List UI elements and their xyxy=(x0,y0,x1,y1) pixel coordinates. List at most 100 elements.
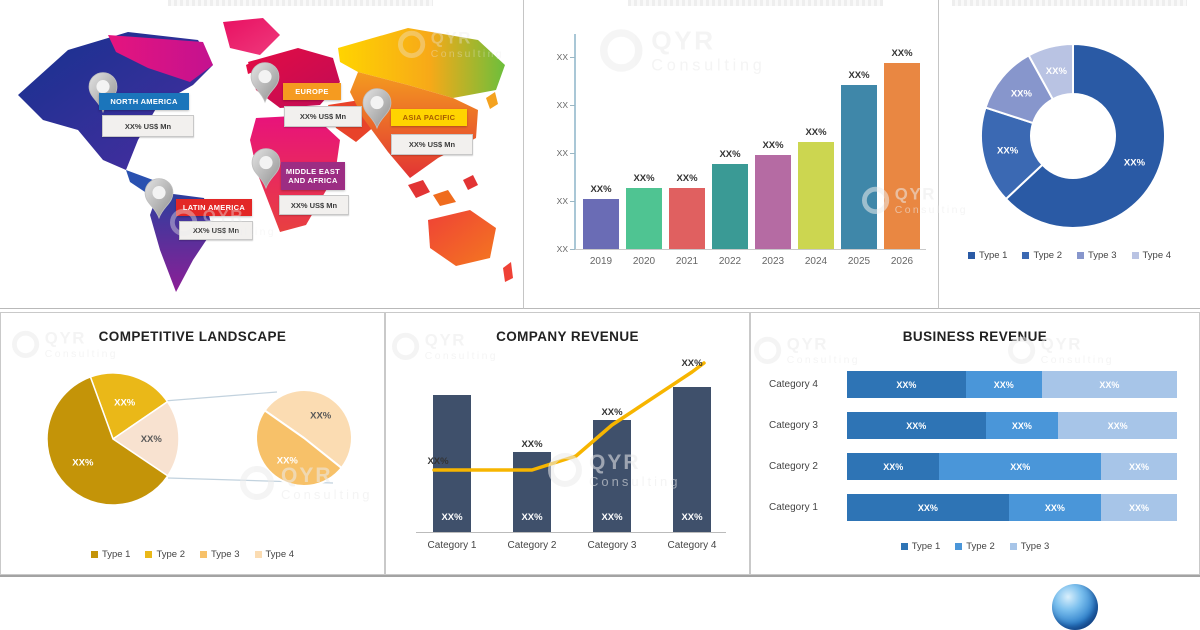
pie-slice xyxy=(46,376,169,506)
competitive-legend-item: Type 2 xyxy=(145,549,185,560)
stacked-bar-segment: XX% xyxy=(847,494,1009,521)
donut-legend-item: Type 1 xyxy=(967,250,1008,261)
yearly-bar-chart: XX XX XX XX XX XX% 2019 XX% 2020 XX% 2021 XX% 2022 XX… xyxy=(524,0,939,309)
y-axis-category-label: Category 3 xyxy=(769,420,818,431)
competitive-legend-swatch xyxy=(145,551,153,558)
bar xyxy=(755,155,791,249)
bar-data-label: XX% xyxy=(681,512,703,523)
region-name-label: NORTH AMERICA xyxy=(99,93,189,110)
business-legend-label: Type 2 xyxy=(966,541,995,552)
donut-data-label: XX% xyxy=(1124,158,1146,169)
y-tick-mark xyxy=(570,153,575,154)
bar-data-label: XX% xyxy=(891,48,913,59)
world-map-graphic xyxy=(18,18,513,292)
region-name-label: EUROPE xyxy=(283,83,341,100)
business-legend-label: Type 3 xyxy=(1020,541,1050,552)
stacked-bar-segment: XX% xyxy=(1058,412,1177,439)
donut-legend-swatch xyxy=(1131,252,1139,259)
pie-slice xyxy=(255,409,343,487)
line-data-label: XX% xyxy=(681,358,703,369)
y-tick-mark xyxy=(570,201,575,202)
region-value-label: XX% US$ Mn xyxy=(102,115,194,137)
donut-legend-label: Type 4 xyxy=(1142,250,1172,261)
region-value-label: XX% US$ Mn xyxy=(179,221,253,240)
x-axis-category-label: 2026 xyxy=(890,256,914,267)
bar-data-label: XX% xyxy=(719,149,741,160)
competitive-landscape-title: COMPETITIVE LANDSCAPE xyxy=(98,329,287,344)
y-tick-mark xyxy=(570,249,575,250)
panel-business-revenue: BUSINESS REVENUE Category 4 XX% XX% XX% Cate… xyxy=(750,312,1200,575)
competitive-legend-label: Type 4 xyxy=(265,549,295,560)
donut-legend-label: Type 1 xyxy=(978,250,1008,261)
stacked-bar-row: XX% XX% XX% xyxy=(847,453,1177,480)
donut-data-label: XX% xyxy=(997,146,1019,157)
region-value-label: XX% US$ Mn xyxy=(284,106,362,127)
pie-data-label: XX% xyxy=(310,411,332,422)
competitive-legend-item: Type 1 xyxy=(90,549,131,560)
bar xyxy=(798,142,834,249)
bar-data-label: XX% xyxy=(676,173,698,184)
pie-slice xyxy=(111,400,180,477)
x-axis-category-label: 2024 xyxy=(804,256,828,267)
x-axis-category-label: 2023 xyxy=(761,256,785,267)
x-axis-category-label: 2019 xyxy=(589,256,613,267)
trend-line xyxy=(432,361,706,472)
bar-data-label: XX% xyxy=(590,184,612,195)
x-axis-category-label: 2020 xyxy=(632,256,656,267)
region-value-label: XX% US$ Mn xyxy=(279,195,349,215)
pie-data-label: XX% xyxy=(72,458,94,469)
competitive-legend-swatch xyxy=(254,551,262,558)
region-name-label: LATIN AMERICA xyxy=(176,199,252,216)
bar xyxy=(841,85,877,249)
stacked-bar-segment: XX% xyxy=(847,371,966,398)
donut-legend-swatch xyxy=(1077,252,1084,259)
business-legend-swatch xyxy=(900,543,908,550)
x-axis-category-label: 2022 xyxy=(718,256,742,267)
bottom-divider xyxy=(0,575,1200,577)
stacked-bar-row: XX% XX% XX% xyxy=(847,371,1177,398)
stacked-bar-segment: XX% xyxy=(1101,494,1177,521)
competitive-legend-label: Type 1 xyxy=(101,549,131,560)
donut-segment xyxy=(1027,42,1074,101)
location-pin-icon xyxy=(251,148,281,190)
y-tick-mark xyxy=(570,105,575,106)
stacked-bar-row: XX% XX% XX% xyxy=(847,494,1177,521)
location-pin-icon xyxy=(250,62,280,104)
donut-data-label: XX% xyxy=(1046,66,1068,77)
donut-legend-item: Type 4 xyxy=(1131,250,1172,261)
company-revenue-chart: XX% Category 1 XX% Category 2 XX% Category 3 X… xyxy=(386,313,751,576)
y-axis-category-label: Category 1 xyxy=(769,502,818,513)
location-pin-icon xyxy=(144,178,174,220)
line-data-label: XX% xyxy=(601,407,623,418)
panel-regional-map: NORTH AMERICA XX% US$ Mn EUROPE XX% US$ Mn A… xyxy=(0,0,524,309)
stacked-bar-segment: XX% xyxy=(1101,453,1177,480)
bar-data-label: XX% xyxy=(805,127,827,138)
bar-data-label: XX% xyxy=(633,173,655,184)
pie-data-label: XX% xyxy=(114,398,136,409)
stacked-bar-segment: XX% xyxy=(1008,494,1102,521)
bar-data-label: XX% xyxy=(601,512,623,523)
donut-legend-label: Type 3 xyxy=(1088,250,1117,261)
pie-slice xyxy=(263,388,353,470)
business-legend-label: Type 1 xyxy=(911,541,941,552)
x-axis-category-label: Category 3 xyxy=(587,540,637,551)
donut-legend: Type 1 Type 2 Type 3 Type 4 xyxy=(939,250,1200,261)
donut-legend-item: Type 3 xyxy=(1077,250,1117,261)
pie-of-pie-chart: XX% XX% XX% XX% XX% xyxy=(46,372,353,506)
stacked-bar-segment: XX% xyxy=(985,412,1059,439)
x-axis-category-label: 2021 xyxy=(675,256,699,267)
business-legend: Type 1 Type 2 Type 3 xyxy=(751,541,1199,552)
stacked-bar-row: XX% XX% XX% xyxy=(847,412,1177,439)
stacked-bar-segment: XX% xyxy=(939,453,1102,480)
stacked-bar-segment: XX% xyxy=(847,412,986,439)
type-share-donut-chart: XX% XX% XX% XX% xyxy=(980,42,1166,229)
competitive-legend-swatch xyxy=(200,551,207,558)
stacked-bar-segment: XX% xyxy=(965,371,1042,398)
y-tick-label: XX xyxy=(556,244,568,254)
stacked-bar-segment: XX% xyxy=(847,453,940,480)
region-name-label: ASIA PACIFIC xyxy=(391,109,467,126)
bar xyxy=(433,395,471,532)
bar-data-label: XX% xyxy=(441,512,463,523)
bar xyxy=(712,164,748,249)
x-axis-line xyxy=(416,532,726,533)
